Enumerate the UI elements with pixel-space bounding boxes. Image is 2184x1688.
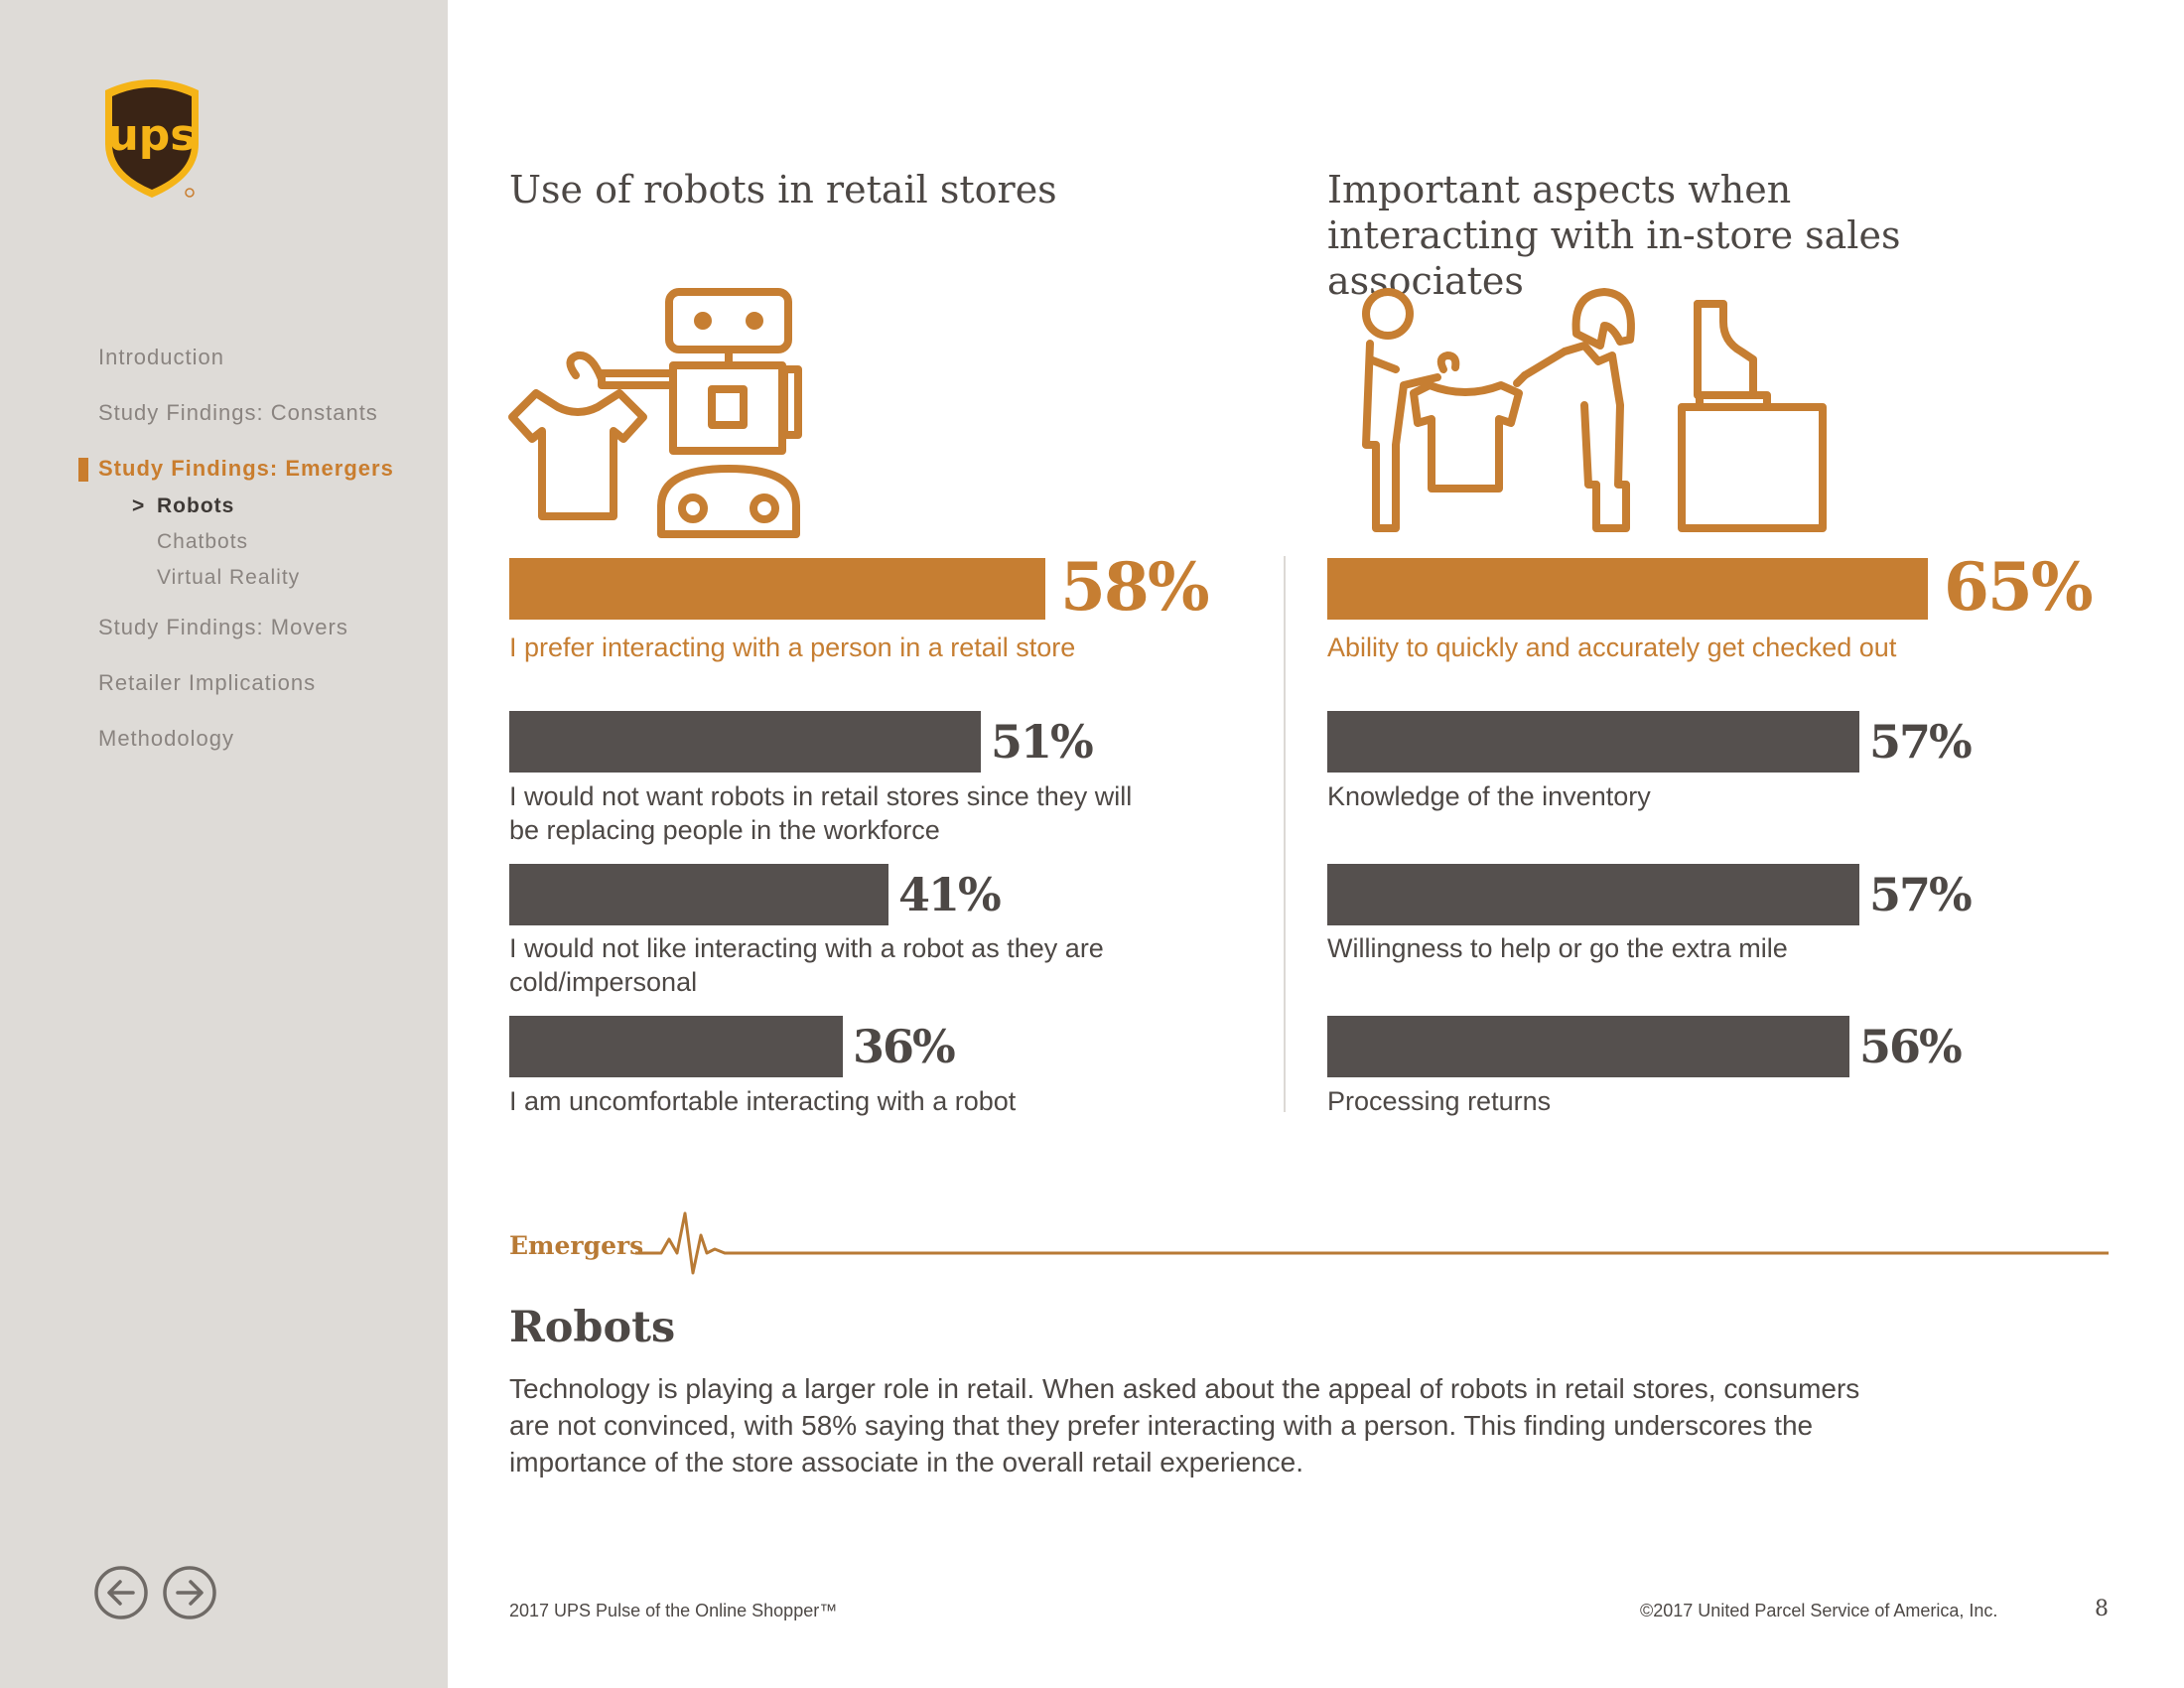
left-panel-title: Use of robots in retail stores [509, 168, 1057, 211]
label-uncomfortable: I am uncomfortable interacting with a ro… [509, 1086, 1017, 1116]
right-panel-title: Important aspects when interacting with … [1327, 168, 1901, 303]
ups-logo: ups [105, 79, 199, 198]
footer-copyright: ©2017 United Parcel Service of America, … [1640, 1601, 1998, 1620]
bar-prefer-person [509, 558, 1045, 620]
bar-checked-out [1327, 558, 1928, 620]
pct-not-want-robots: 51% [991, 715, 1094, 769]
nav-subitem-virtual-reality[interactable]: Virtual Reality [157, 566, 301, 589]
label-prefer-person: I prefer interacting with a person in a … [509, 633, 1076, 662]
robot-holding-shirt-icon [508, 288, 802, 538]
nav-item-movers[interactable]: Study Findings: Movers [98, 615, 348, 639]
nav-item-introduction[interactable]: Introduction [98, 345, 224, 369]
pct-checked-out: 65% [1944, 548, 2094, 626]
pct-knowledge-inventory: 57% [1869, 715, 1973, 769]
page-number: 8 [2095, 1597, 2109, 1621]
nav-subitem-robots[interactable]: > Robots [98, 489, 394, 524]
footer-report-title: 2017 UPS Pulse of the Online Shopper™ [509, 1601, 838, 1620]
label-cold-impersonal: I would not like interacting with a robo… [509, 933, 1104, 997]
pct-uncomfortable: 36% [853, 1020, 956, 1073]
pct-extra-mile: 57% [1869, 868, 1973, 921]
body-text: Technology is playing a larger role in r… [509, 1373, 1860, 1477]
svg-text:ups: ups [107, 110, 196, 161]
section-label: Emergers [509, 1231, 644, 1260]
label-processing-returns: Processing returns [1327, 1086, 1552, 1116]
nav-item-retailer-implications[interactable]: Retailer Implications [98, 670, 317, 695]
pct-cold-impersonal: 41% [898, 868, 1002, 921]
nav-subitem-robots-label: Robots [157, 494, 235, 517]
nav-item-emergers[interactable]: Study Findings: Emergers [78, 449, 394, 489]
pulse-line-icon [635, 1211, 2109, 1275]
bar-processing-returns [1327, 1016, 1849, 1077]
bar-cold-impersonal [509, 864, 888, 925]
bar-uncomfortable [509, 1016, 843, 1077]
nav-item-methodology[interactable]: Methodology [98, 726, 234, 751]
bar-not-want-robots [509, 711, 981, 773]
current-marker: > [132, 494, 146, 517]
bar-extra-mile [1327, 864, 1859, 925]
sidebar-nav: Introduction Study Findings: Constants S… [78, 338, 394, 774]
sidebar: ups Introduction Study Findings: Constan… [0, 0, 448, 1688]
pct-prefer-person: 58% [1060, 548, 1210, 626]
label-not-want-robots: I would not want robots in retail stores… [509, 781, 1133, 845]
bar-knowledge-inventory [1327, 711, 1859, 773]
sales-associates-and-register-icon [1362, 288, 1827, 532]
label-extra-mile: Willingness to help or go the extra mile [1327, 933, 1788, 963]
nav-item-constants[interactable]: Study Findings: Constants [98, 400, 378, 425]
label-knowledge-inventory: Knowledge of the inventory [1327, 781, 1651, 811]
arrow-left-circle-icon[interactable] [93, 1565, 149, 1620]
panel-divider [1284, 556, 1286, 1112]
arrow-right-circle-icon[interactable] [162, 1565, 217, 1620]
nav-subitem-chatbots[interactable]: Chatbots [157, 530, 249, 553]
label-checked-out: Ability to quickly and accurately get ch… [1327, 633, 1897, 662]
body-title: Robots [509, 1303, 676, 1352]
pct-processing-returns: 56% [1859, 1020, 1963, 1073]
